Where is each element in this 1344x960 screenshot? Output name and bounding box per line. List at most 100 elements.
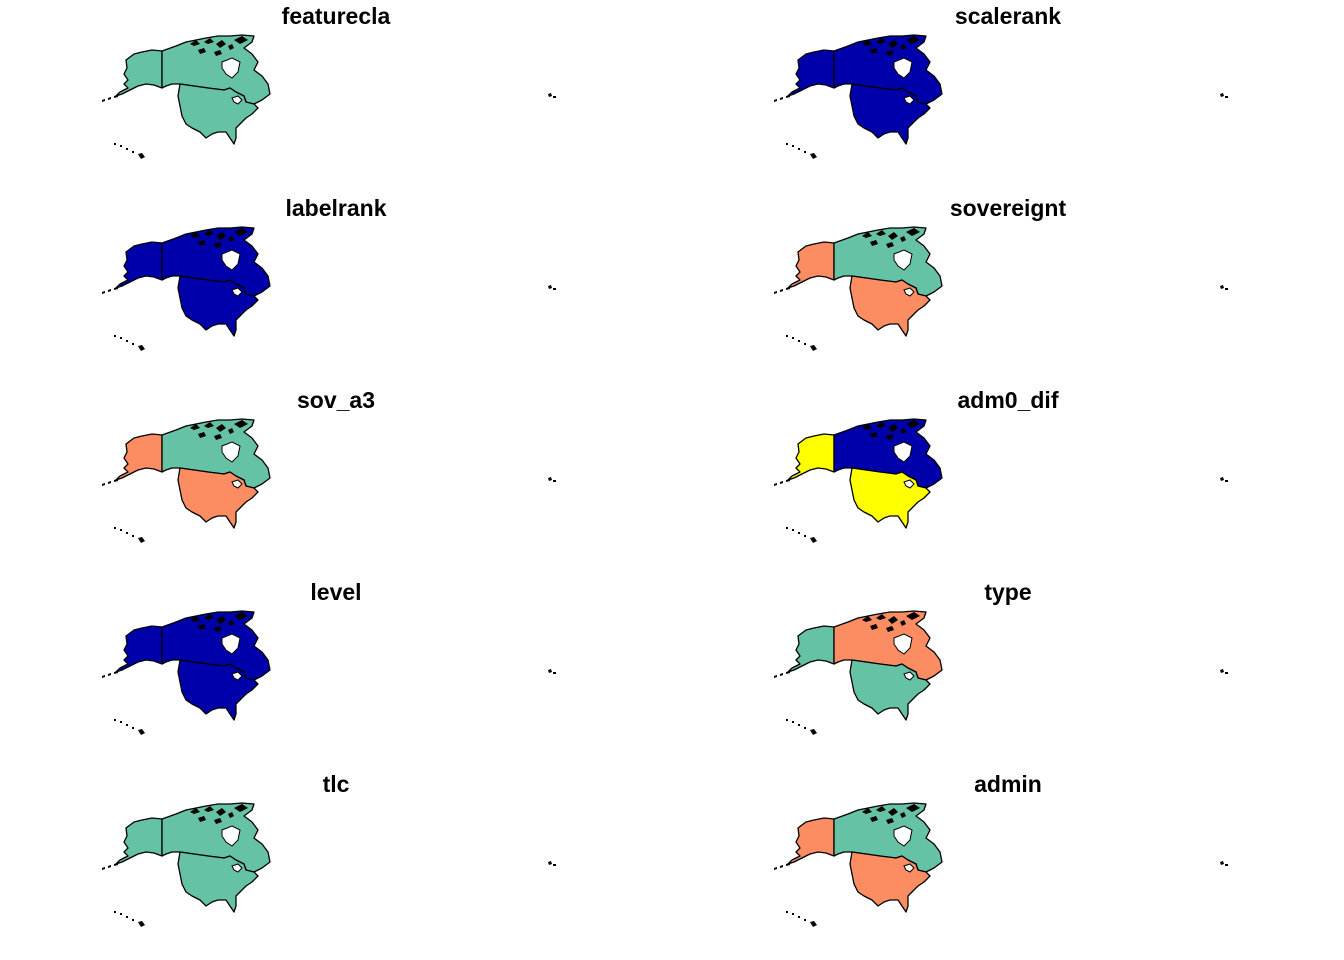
- alaska-region: [115, 49, 163, 97]
- aleutian-islands: [102, 95, 118, 102]
- hawaii-islands: [786, 911, 817, 927]
- hudson-bay: [221, 633, 241, 655]
- map-panel-featurecla: featurecla: [0, 0, 672, 192]
- alaska-region: [115, 241, 163, 289]
- map-panel-adm0-dif: adm0_dif: [672, 384, 1344, 576]
- hawaii-islands: [114, 143, 145, 159]
- map-panel-tlc: tlc: [0, 768, 672, 960]
- remote-islets: [1220, 285, 1228, 290]
- alaska-region: [787, 625, 835, 673]
- hawaii-islands: [114, 719, 145, 735]
- hudson-bay: [221, 249, 241, 271]
- remote-islets: [548, 285, 556, 290]
- hudson-bay: [221, 825, 241, 847]
- map-panel-level: level: [0, 576, 672, 768]
- great-lakes: [231, 863, 243, 873]
- remote-islets: [548, 93, 556, 98]
- arctic-islands: [190, 804, 248, 824]
- remote-islets: [1220, 93, 1228, 98]
- hudson-bay: [221, 57, 241, 79]
- arctic-islands: [190, 36, 248, 56]
- panel-title: labelrank: [285, 195, 387, 221]
- aleutian-islands: [774, 95, 790, 102]
- arctic-islands: [862, 420, 920, 440]
- panel-title: sovereignt: [949, 195, 1067, 221]
- hawaii-islands: [114, 335, 145, 351]
- north-america-map: [774, 226, 1228, 351]
- remote-islets: [548, 861, 556, 866]
- alaska-region: [787, 241, 835, 289]
- alaska-region: [115, 817, 163, 865]
- great-lakes: [231, 95, 243, 105]
- remote-islets: [1220, 861, 1228, 866]
- great-lakes: [231, 479, 243, 489]
- north-america-map: [774, 802, 1228, 927]
- panel-title: level: [310, 579, 362, 605]
- hudson-bay: [893, 633, 913, 655]
- remote-islets: [1220, 477, 1228, 482]
- hudson-bay: [221, 441, 241, 463]
- great-lakes: [231, 287, 243, 297]
- panel-title: type: [984, 579, 1032, 605]
- map-panel-sovereignt: sovereignt: [672, 192, 1344, 384]
- panel-title: sov_a3: [296, 387, 375, 413]
- great-lakes: [231, 671, 243, 681]
- panel-title: admin: [974, 771, 1042, 797]
- north-america-map: [774, 418, 1228, 543]
- hawaii-islands: [114, 527, 145, 543]
- north-america-map: [102, 226, 556, 351]
- hudson-bay: [893, 57, 913, 79]
- great-lakes: [903, 863, 915, 873]
- remote-islets: [1220, 669, 1228, 674]
- remote-islets: [548, 477, 556, 482]
- aleutian-islands: [774, 479, 790, 486]
- north-america-map: [102, 34, 556, 159]
- map-panel-type: type: [672, 576, 1344, 768]
- great-lakes: [903, 479, 915, 489]
- north-america-map: [774, 34, 1228, 159]
- remote-islets: [548, 669, 556, 674]
- map-panel-labelrank: labelrank: [0, 192, 672, 384]
- panel-title: featurecla: [281, 3, 391, 29]
- north-america-map: [102, 802, 556, 927]
- arctic-islands: [862, 612, 920, 632]
- aleutian-islands: [774, 671, 790, 678]
- great-lakes: [903, 95, 915, 105]
- hudson-bay: [893, 249, 913, 271]
- map-panel-admin: admin: [672, 768, 1344, 960]
- arctic-islands: [862, 804, 920, 824]
- hudson-bay: [893, 825, 913, 847]
- arctic-islands: [190, 420, 248, 440]
- alaska-region: [787, 817, 835, 865]
- north-america-map: [102, 610, 556, 735]
- alaska-region: [115, 433, 163, 481]
- great-lakes: [903, 671, 915, 681]
- panel-title: scalerank: [954, 3, 1062, 29]
- alaska-region: [787, 49, 835, 97]
- alaska-region: [115, 625, 163, 673]
- arctic-islands: [862, 228, 920, 248]
- map-panel-sov-a3: sov_a3: [0, 384, 672, 576]
- panel-title: tlc: [322, 771, 350, 797]
- aleutian-islands: [102, 479, 118, 486]
- panel-title: adm0_dif: [957, 387, 1059, 413]
- alaska-region: [787, 433, 835, 481]
- arctic-islands: [190, 612, 248, 632]
- north-america-map: [774, 610, 1228, 735]
- north-america-map: [102, 418, 556, 543]
- aleutian-islands: [102, 863, 118, 870]
- arctic-islands: [862, 36, 920, 56]
- aleutian-islands: [774, 287, 790, 294]
- great-lakes: [903, 287, 915, 297]
- hudson-bay: [893, 441, 913, 463]
- hawaii-islands: [786, 143, 817, 159]
- hawaii-islands: [114, 911, 145, 927]
- aleutian-islands: [774, 863, 790, 870]
- hawaii-islands: [786, 719, 817, 735]
- aleutian-islands: [102, 287, 118, 294]
- hawaii-islands: [786, 335, 817, 351]
- map-panel-scalerank: scalerank: [672, 0, 1344, 192]
- aleutian-islands: [102, 671, 118, 678]
- arctic-islands: [190, 228, 248, 248]
